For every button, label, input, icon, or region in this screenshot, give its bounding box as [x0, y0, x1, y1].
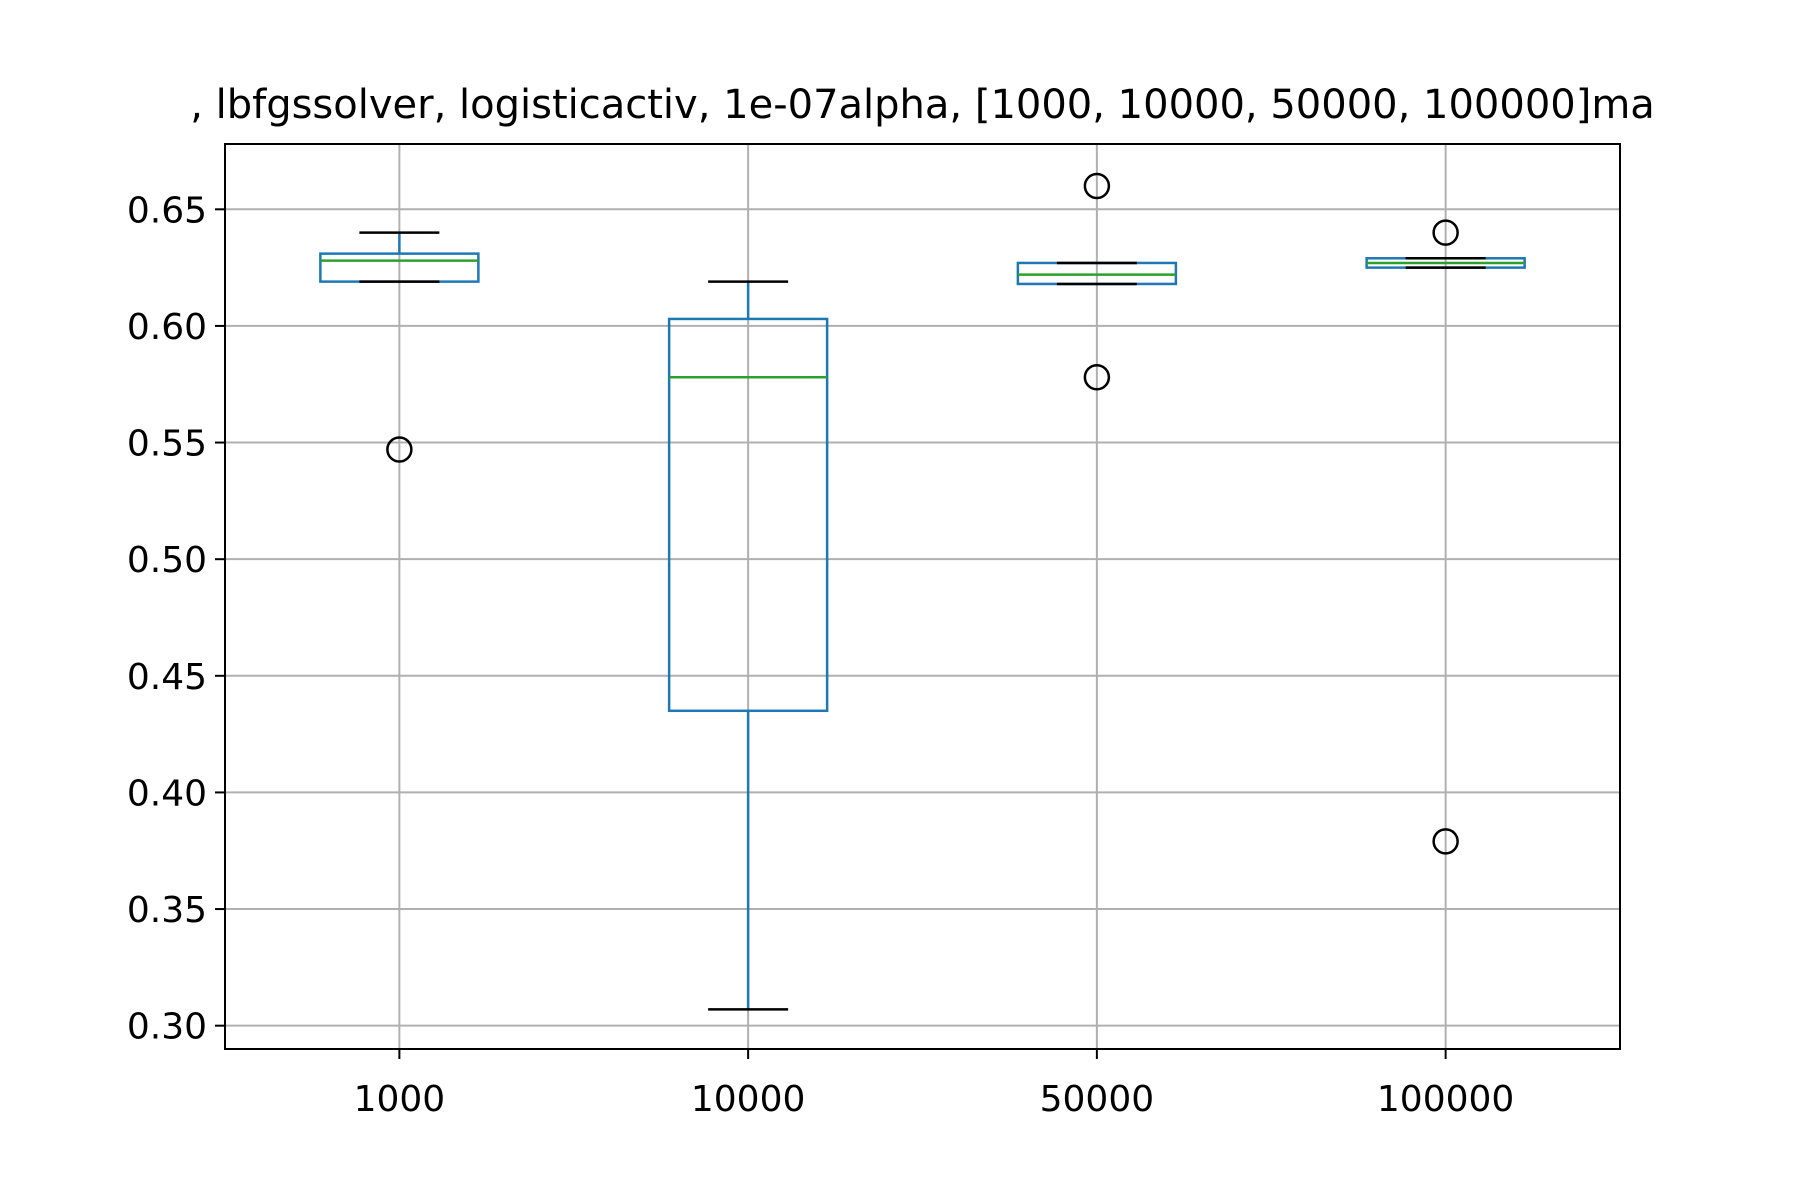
y-tick-label: 0.45 [127, 657, 207, 698]
x-tick-label: 1000 [354, 1079, 446, 1120]
outlier-point [1432, 828, 1459, 855]
x-tick-label: 50000 [1040, 1079, 1155, 1120]
x-tick-label: 100000 [1377, 1079, 1514, 1120]
outlier-point [1083, 172, 1111, 200]
outlier-point [1083, 363, 1111, 391]
y-tick-label: 0.65 [127, 190, 207, 231]
y-tick-label: 0.30 [127, 1007, 207, 1048]
y-tick-label: 0.35 [127, 890, 207, 931]
axis-ticks: 0.30 0.35 0.40 0.45 0.50 0.55 0.60 0.65 1000 1000… [127, 190, 1515, 1120]
y-tick-label: 0.40 [127, 773, 207, 814]
plot-area-frame [224, 143, 1621, 1050]
y-tick-label: 0.50 [127, 540, 207, 581]
x-tick-label: 10000 [691, 1079, 806, 1120]
outlier-point [386, 436, 413, 463]
grid-lines [225, 144, 1620, 1049]
box-plot-series [319, 172, 1526, 1011]
y-tick-label: 0.60 [127, 307, 207, 348]
outlier-point [1432, 219, 1459, 246]
box-iqr [667, 317, 829, 713]
y-tick-label: 0.55 [127, 424, 207, 465]
chart-title: , lbfgssolver, logisticactiv, 1e-07alpha… [190, 82, 1655, 128]
